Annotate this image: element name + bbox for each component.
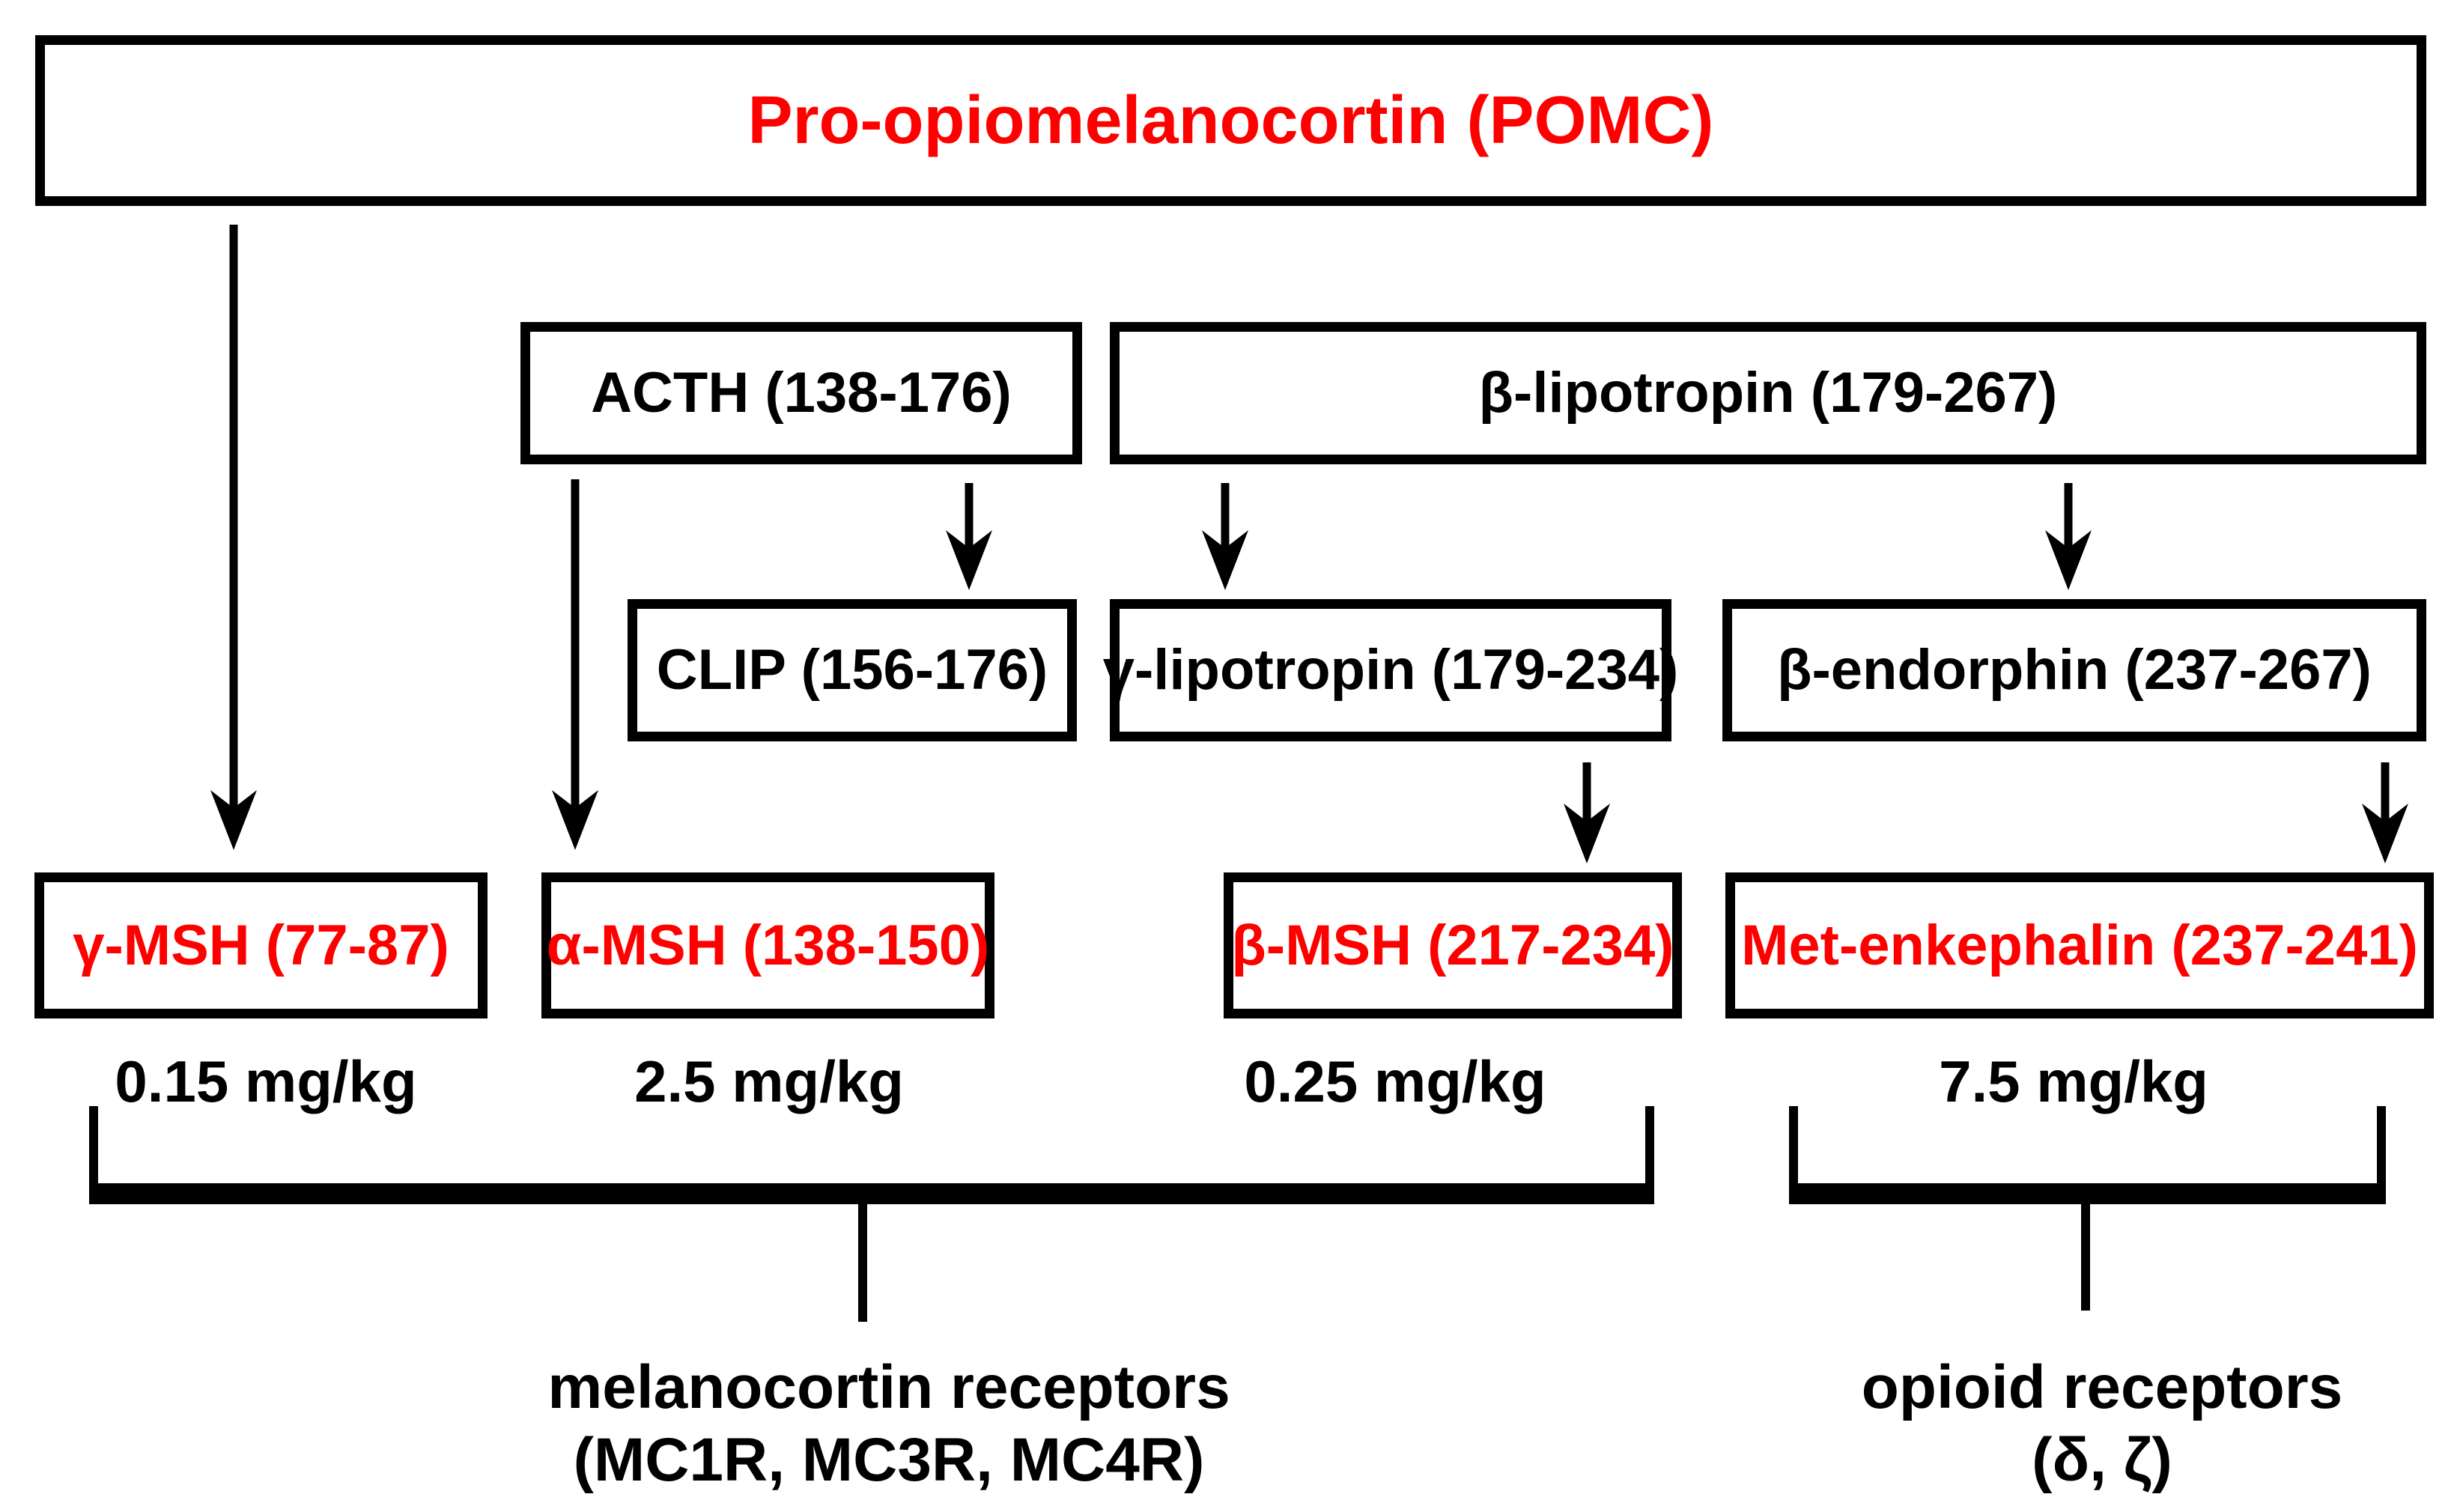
box-alpha-msh-label: α-MSH (138-150) (546, 913, 990, 977)
arrow-beta-endorphin-to-met-enkephalin (2362, 762, 2408, 863)
dose-gamma-msh: 0.15 mg/kg (115, 1048, 417, 1114)
box-gamma-msh-label: γ-MSH (77-87) (73, 913, 449, 977)
arrow-gamma-lipotropin-to-beta-msh (1564, 762, 1610, 863)
box-beta-lipotropin-label: β-lipotropin (179-267) (1478, 361, 2058, 425)
bracket-opioid-receptors (1789, 1106, 2386, 1311)
label-opioid-receptors-line2: (δ, ζ) (2032, 1425, 2172, 1494)
box-beta-msh-label: β-MSH (217-234) (1231, 913, 1674, 977)
dose-beta-msh: 0.25 mg/kg (1244, 1048, 1546, 1114)
box-clip-label: CLIP (156-176) (656, 638, 1048, 702)
arrow-acth-to-clip (946, 483, 992, 590)
arrow-pomc-to-gamma-msh (210, 225, 257, 850)
label-opioid-receptors: opioid receptors (δ, ζ) (1728, 1352, 2460, 1497)
box-pomc-label: Pro-opiomelanocortin (POMC) (747, 83, 1714, 158)
box-gamma-lipotropin-label: γ-lipotropin (179-234) (1102, 638, 1679, 702)
dose-met-enkephalin: 7.5 mg/kg (1939, 1048, 2208, 1114)
box-gamma-msh: γ-MSH (77-87) (34, 872, 488, 1018)
arrow-acth-to-alpha-msh (552, 479, 598, 850)
box-gamma-lipotropin: γ-lipotropin (179-234) (1103, 599, 1678, 741)
box-met-enkephalin: Met-enkephalin (237-241) (1725, 872, 2434, 1018)
box-pomc: Pro-opiomelanocortin (POMC) (35, 35, 2426, 206)
box-met-enkephalin-label: Met-enkephalin (237-241) (1741, 913, 2418, 977)
label-melanocortin-receptors-line2: (MC1R, MC3R, MC4R) (573, 1425, 1205, 1494)
label-opioid-receptors-line1: opioid receptors (1861, 1353, 2343, 1421)
box-acth: ACTH (138-176) (520, 322, 1082, 464)
arrow-beta-lipotropin-to-gamma-lipotropin (1202, 483, 1248, 590)
bracket-melanocortin-receptors (89, 1106, 1654, 1322)
dose-alpha-msh: 2.5 mg/kg (634, 1048, 904, 1114)
box-beta-msh: β-MSH (217-234) (1224, 872, 1682, 1018)
arrow-beta-lipotropin-to-beta-endorphin (2045, 483, 2092, 590)
box-clip: CLIP (156-176) (628, 599, 1077, 741)
box-beta-endorphin-label: β-endorphin (237-267) (1777, 638, 2372, 702)
label-melanocortin-receptors-line1: melanocortin receptors (547, 1353, 1230, 1421)
label-melanocortin-receptors: melanocortin receptors (MC1R, MC3R, MC4R… (365, 1352, 1413, 1497)
box-alpha-msh: α-MSH (138-150) (541, 872, 994, 1018)
box-acth-label: ACTH (138-176) (591, 361, 1012, 425)
box-beta-endorphin: β-endorphin (237-267) (1722, 599, 2426, 741)
box-beta-lipotropin: β-lipotropin (179-267) (1110, 322, 2426, 464)
